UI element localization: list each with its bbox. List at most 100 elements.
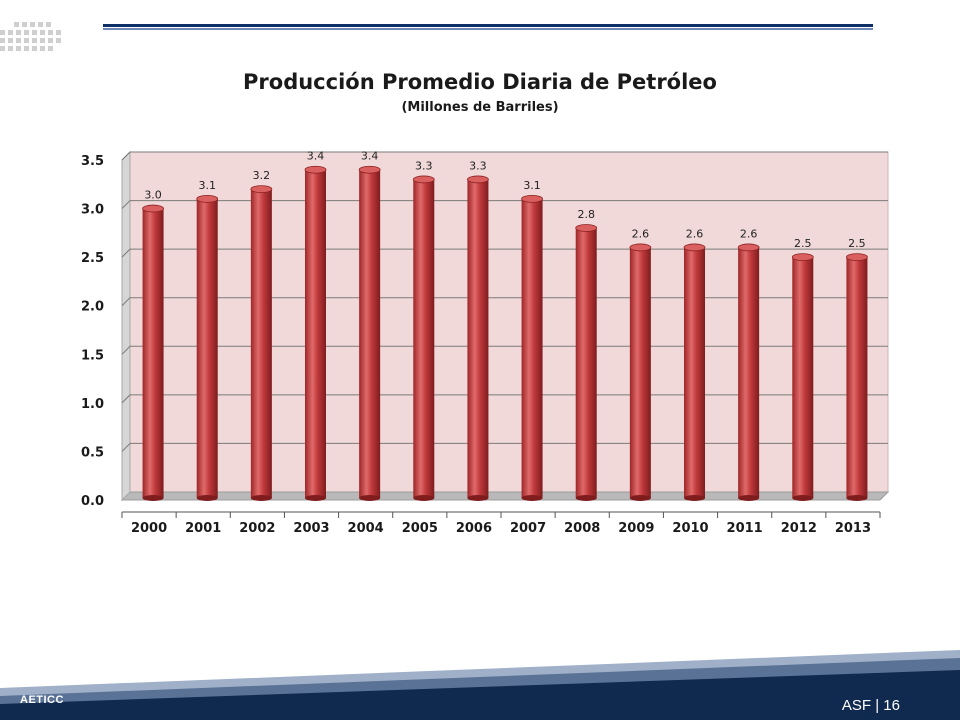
bar-base <box>359 495 381 501</box>
bar <box>521 194 543 501</box>
data-label: 3.0 <box>144 189 162 202</box>
bar <box>467 175 489 501</box>
y-tick-label: 0.5 <box>81 445 104 460</box>
footer-org-label: AETICC <box>20 694 64 706</box>
bar-body <box>196 198 218 498</box>
chart-title: Producción Promedio Diaria de Petróleo <box>243 70 717 94</box>
bar-base <box>575 495 597 501</box>
x-tick-label: 2004 <box>348 521 384 536</box>
bar-body <box>629 247 651 498</box>
data-label: 2.6 <box>632 227 650 240</box>
data-label: 3.1 <box>523 179 541 192</box>
bar-base <box>521 495 543 501</box>
footer-band <box>0 650 960 720</box>
bar-cap <box>575 224 598 232</box>
chart-subtitle: (Millones de Barriles) <box>401 100 559 115</box>
bar-body <box>250 189 272 498</box>
bar-cap <box>467 175 489 184</box>
bar-cap <box>629 243 652 252</box>
x-tick-label: 2001 <box>185 521 221 536</box>
x-tick-label: 2009 <box>618 521 654 536</box>
bar-cap <box>846 253 868 262</box>
bar-base <box>846 495 868 501</box>
y-tick-label: 1.0 <box>81 397 104 412</box>
logo-dots-icon <box>0 22 61 51</box>
y-tick-label: 3.0 <box>81 203 104 218</box>
bar-base <box>792 495 814 501</box>
gridline-diagonal <box>121 345 131 355</box>
y-tick-label: 1.5 <box>81 348 104 363</box>
bar-body <box>521 198 543 498</box>
bar <box>304 165 327 501</box>
x-tick-label: 2003 <box>293 521 329 536</box>
bar-body <box>467 179 489 498</box>
x-tick-label: 2008 <box>564 521 600 536</box>
data-label: 3.4 <box>307 150 325 163</box>
bar-cap <box>142 204 164 213</box>
header-rule-accent <box>103 28 873 30</box>
bar-base <box>684 495 705 501</box>
bar-cap <box>304 165 327 174</box>
header-rule <box>103 24 873 27</box>
data-label: 3.4 <box>361 150 379 163</box>
bar <box>629 243 652 501</box>
data-label: 2.8 <box>577 208 595 221</box>
gridline-diagonal <box>121 200 131 209</box>
x-tick-label: 2007 <box>510 521 546 536</box>
x-tick-label: 2005 <box>402 521 438 536</box>
plot-background <box>129 151 889 493</box>
x-tick-label: 2006 <box>456 521 492 536</box>
y-tick-label: 2.0 <box>81 300 104 315</box>
bar-body <box>142 208 164 499</box>
footer-page-number: ASF | 16 <box>841 697 900 714</box>
bar-body <box>413 179 435 498</box>
bar <box>412 175 435 501</box>
x-tick-label: 2013 <box>835 521 871 536</box>
gridline-diagonal <box>121 297 131 307</box>
bar-cap <box>737 243 760 252</box>
x-tick-label: 2012 <box>781 521 817 536</box>
bar-base <box>467 495 489 501</box>
y-tick-label: 0.0 <box>81 494 104 509</box>
bar <box>358 165 381 501</box>
bar-base <box>196 495 218 501</box>
x-tick-label: 2000 <box>131 521 167 536</box>
bar-cap <box>683 243 706 252</box>
bar-body <box>846 257 868 498</box>
bar-cap <box>412 175 435 184</box>
bar <box>791 253 814 501</box>
data-label: 2.5 <box>848 237 866 250</box>
bar <box>737 243 760 501</box>
bar-body <box>359 169 381 498</box>
bar-cap <box>358 165 381 174</box>
gridline-diagonal <box>121 248 131 258</box>
data-label: 2.5 <box>794 237 812 250</box>
y-tick-label: 2.5 <box>81 251 104 266</box>
bar-base <box>250 495 272 501</box>
bar-cap <box>250 185 273 194</box>
bar-body <box>738 247 760 498</box>
bar <box>575 224 598 501</box>
data-label: 2.6 <box>686 227 704 240</box>
bar-body <box>305 169 326 498</box>
bar-cap <box>521 194 543 203</box>
bar-body <box>575 228 597 498</box>
data-label: 2.6 <box>740 227 758 240</box>
bar <box>142 204 164 501</box>
bar-base <box>142 495 164 501</box>
gridline-diagonal <box>121 394 131 404</box>
bar <box>250 185 273 501</box>
x-tick-label: 2011 <box>727 521 763 536</box>
bar-cap <box>196 194 219 203</box>
bar-body <box>684 247 705 498</box>
x-tick-label: 2010 <box>672 521 708 536</box>
data-label: 3.2 <box>253 169 271 182</box>
data-label: 3.3 <box>469 159 487 172</box>
y-tick-label: 3.5 <box>81 154 104 169</box>
x-tick-label: 2002 <box>239 521 275 536</box>
bar-cap <box>791 253 814 262</box>
bar <box>683 243 706 501</box>
plot-floor <box>120 491 890 501</box>
data-label: 3.3 <box>415 159 433 172</box>
bar-body <box>792 257 814 498</box>
